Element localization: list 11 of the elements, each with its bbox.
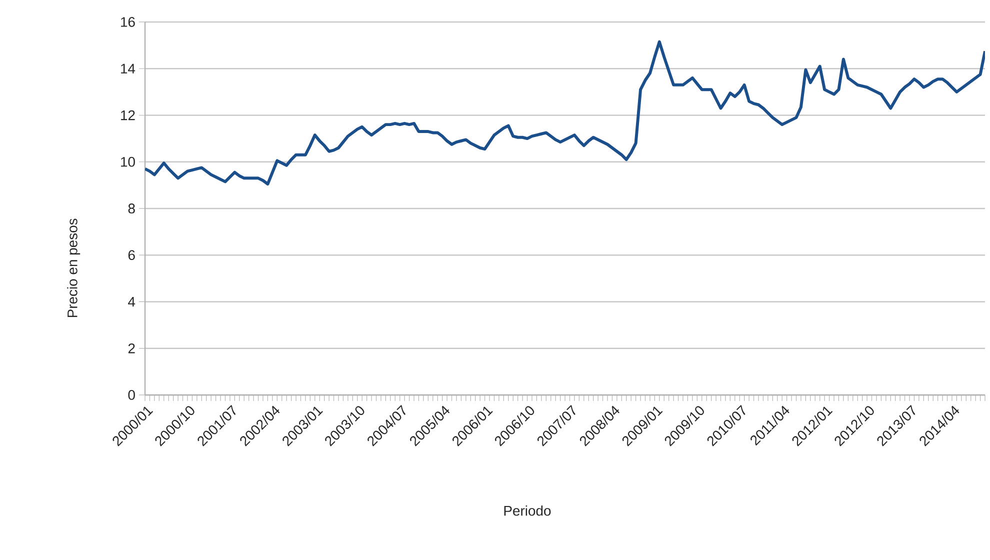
y-tick-label: 14 [121, 64, 136, 74]
y-tick-label: 10 [121, 156, 135, 167]
y-axis-title: Precio en pesos [67, 218, 80, 318]
y-tick-label: 2 [128, 343, 135, 354]
y-tick-label: 12 [121, 110, 135, 120]
y-tick-label: 8 [128, 204, 135, 214]
x-axis-title: Periodo [504, 505, 551, 516]
y-tick-label: 0 [128, 390, 135, 400]
y-tick-label: 4 [128, 296, 136, 307]
y-tick-label: 16 [121, 17, 135, 27]
y-tick-label: 6 [128, 250, 135, 260]
